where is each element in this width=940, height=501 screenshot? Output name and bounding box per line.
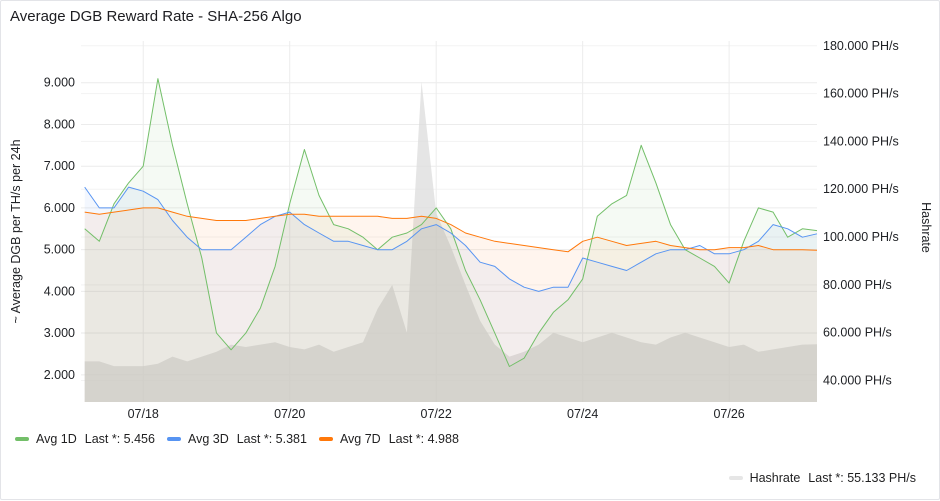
legend: Avg 1D Last *: 5.456 Avg 3D Last *: 5.38…: [15, 432, 471, 446]
legend-swatch-avg-1d: [15, 437, 29, 441]
y2-tick-label: 60.000 PH/s: [823, 326, 892, 340]
legend-item-avg-7d[interactable]: Avg 7D Last *: 4.988: [318, 432, 459, 446]
y-axis-label: ~ Average DGB per TH/s per 24h: [9, 139, 23, 323]
series-area-avg-7d: [84, 207, 818, 402]
x-tick-label: 07/26: [713, 407, 744, 421]
y-tick-label: 6.000: [44, 201, 75, 215]
legend-item-avg-3d[interactable]: Avg 3D Last *: 5.381: [166, 432, 307, 446]
y-tick-label: 3.000: [44, 326, 75, 340]
legend-last-avg-1d: Last *: 5.456: [84, 432, 155, 446]
y-tick-label: 2.000: [44, 368, 75, 382]
legend-swatch-hashrate: [728, 476, 743, 480]
legend-last-avg-7d: Last *: 4.988: [388, 432, 459, 446]
legend-label-avg-1d: Avg 1D: [36, 432, 77, 446]
hashrate-area: [84, 81, 818, 402]
legend-label-avg-3d: Avg 3D: [187, 432, 229, 446]
series-line-avg-7d[interactable]: [84, 207, 818, 253]
y-tick-label: 8.000: [44, 117, 75, 131]
y-tick-label: 7.000: [44, 159, 75, 173]
y2-axis-label: Hashrate: [919, 202, 933, 253]
series-line-avg-3d[interactable]: [84, 186, 818, 292]
series-line-avg-1d[interactable]: [84, 78, 818, 367]
y2-tick-label: 180.000 PH/s: [823, 39, 899, 53]
x-tick-label: 07/22: [421, 407, 452, 421]
legend-item-hashrate[interactable]: Hashrate Last *: 55.133 PH/s: [728, 471, 916, 485]
x-tick-label: 07/20: [274, 407, 305, 421]
series-area-avg-1d: [84, 78, 818, 402]
y2-tick-label: 40.000 PH/s: [823, 373, 892, 387]
panel-title: Average DGB Reward Rate - SHA-256 Algo: [10, 8, 302, 25]
y2-tick-label: 100.000 PH/s: [823, 230, 899, 244]
legend-item-avg-1d[interactable]: Avg 1D Last *: 5.456: [15, 432, 155, 446]
x-tick-label: 07/18: [128, 407, 159, 421]
y2-tick-label: 140.000 PH/s: [823, 134, 899, 148]
legend-swatch-avg-3d: [166, 437, 181, 441]
y-tick-label: 9.000: [44, 76, 75, 90]
legend-last-avg-3d: Last *: 5.381: [236, 432, 307, 446]
y2-tick-label: 80.000 PH/s: [823, 278, 892, 292]
y2-tick-label: 120.000 PH/s: [823, 182, 899, 196]
series-area-avg-3d: [84, 187, 818, 402]
y-tick-label: 5.000: [44, 243, 75, 257]
x-tick-label: 07/24: [567, 407, 598, 421]
legend-swatch-avg-7d: [318, 437, 333, 441]
legend-label-hashrate: Hashrate: [749, 471, 801, 485]
y-tick-label: 4.000: [44, 284, 75, 298]
y2-tick-label: 160.000 PH/s: [823, 87, 899, 101]
legend-last-hashrate: Last *: 55.133 PH/s: [808, 471, 916, 485]
legend-label-avg-7d: Avg 7D: [339, 432, 381, 446]
